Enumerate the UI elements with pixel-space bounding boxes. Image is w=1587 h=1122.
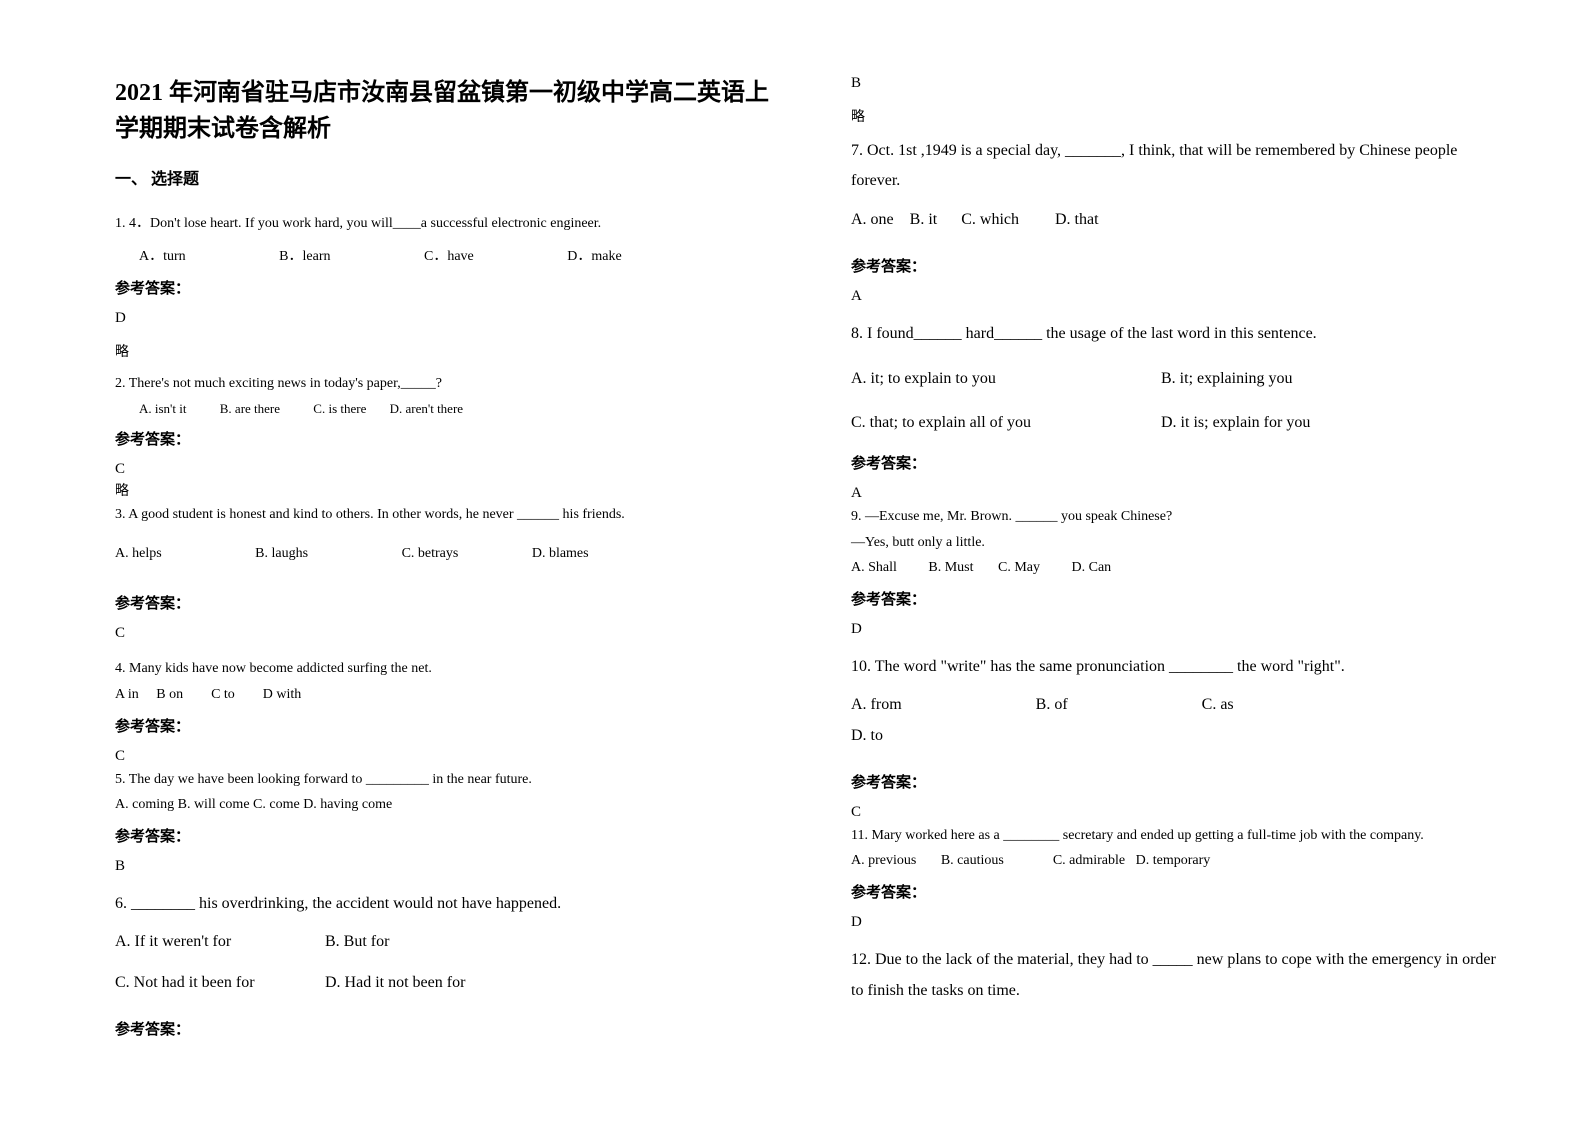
question-options: A. from B. of C. as D. to — [851, 690, 1507, 751]
question-options: A. previous B. cautious C. admirable D. … — [851, 848, 1507, 873]
option-d: D. it is; explain for you — [1161, 408, 1310, 438]
answer-label: 参考答案： — [115, 715, 771, 736]
left-column: 2021 年河南省驻马店市汝南县留盆镇第一初级中学高二英语上学期期末试卷含解析 … — [95, 75, 811, 1039]
question-9: 9. —Excuse me, Mr. Brown. ______ you spe… — [851, 504, 1507, 580]
option-a: A. isn't it — [139, 401, 187, 416]
right-column: B 略 7. Oct. 1st ,1949 is a special day, … — [811, 75, 1527, 1039]
question-7: 7. Oct. 1st ,1949 is a special day, ____… — [851, 136, 1507, 235]
question-text: 12. Due to the lack of the material, the… — [851, 945, 1507, 1006]
option-a: A. helps — [115, 541, 162, 566]
question-text: 8. I found______ hard______ the usage of… — [851, 319, 1507, 349]
exam-page: 2021 年河南省驻马店市汝南县留盆镇第一初级中学高二英语上学期期末试卷含解析 … — [0, 0, 1587, 1079]
option-a: A. from — [851, 690, 902, 720]
option-d: D. blames — [532, 541, 589, 566]
answer-note: 略 — [851, 106, 1507, 126]
option-b: B. But for — [325, 927, 389, 957]
answer-label: 参考答案： — [851, 255, 1507, 276]
question-3: 3. A good student is honest and kind to … — [115, 502, 771, 566]
exam-title: 2021 年河南省驻马店市汝南县留盆镇第一初级中学高二英语上学期期末试卷含解析 — [115, 75, 771, 147]
answer-value: C — [115, 748, 771, 765]
question-text: —Yes, butt only a little. — [851, 530, 1507, 555]
answer-value: B — [851, 75, 1507, 92]
question-options: A. If it weren't for B. But for — [115, 927, 771, 957]
answer-label: 参考答案： — [851, 771, 1507, 792]
question-text: 1. 4．Don't lose heart. If you work hard,… — [115, 211, 771, 236]
answer-label: 参考答案： — [851, 452, 1507, 473]
question-10: 10. The word "write" has the same pronun… — [851, 652, 1507, 751]
question-text: 10. The word "write" has the same pronun… — [851, 652, 1507, 682]
question-2: 2. There's not much exciting news in tod… — [115, 371, 771, 420]
question-text: 5. The day we have been looking forward … — [115, 767, 771, 792]
option-b: B. laughs — [255, 541, 308, 566]
answer-note: 略 — [115, 480, 771, 500]
answer-value: A — [851, 485, 1507, 502]
question-options: A. coming B. will come C. come D. having… — [115, 792, 771, 817]
option-d: D. to — [851, 721, 883, 751]
question-6: 6. ________ his overdrinking, the accide… — [115, 889, 771, 998]
answer-value: D — [851, 621, 1507, 638]
option-a: A. If it weren't for — [115, 927, 325, 957]
question-options: A. it; to explain to you B. it; explaini… — [851, 364, 1507, 394]
answer-value: B — [115, 858, 771, 875]
question-1: 1. 4．Don't lose heart. If you work hard,… — [115, 211, 771, 269]
option-b: B. are there — [220, 401, 280, 416]
option-c: C. is there — [313, 401, 366, 416]
answer-value: C — [851, 804, 1507, 821]
answer-label: 参考答案： — [115, 592, 771, 613]
option-a: A. it; to explain to you — [851, 364, 1161, 394]
option-b: B. it; explaining you — [1161, 364, 1293, 394]
option-c: C. that; to explain all of you — [851, 408, 1161, 438]
question-text: 7. Oct. 1st ,1949 is a special day, ____… — [851, 136, 1507, 197]
answer-value: A — [851, 288, 1507, 305]
question-options: A. one B. it C. which D. that — [851, 205, 1507, 235]
answer-value: D — [851, 914, 1507, 931]
question-options: A in B on C to D with — [115, 682, 771, 707]
question-options: A. helps B. laughs C. betrays D. blames — [115, 541, 771, 566]
option-c: C. as — [1202, 690, 1234, 720]
answer-label: 参考答案： — [851, 881, 1507, 902]
option-b: B. of — [1036, 690, 1068, 720]
answer-value: C — [115, 461, 771, 478]
option-c: C．have — [424, 244, 474, 269]
question-options: A. isn't it B. are there C. is there D. … — [115, 397, 771, 420]
question-5: 5. The day we have been looking forward … — [115, 767, 771, 817]
question-options: A. Shall B. Must C. May D. Can — [851, 555, 1507, 580]
question-text: 6. ________ his overdrinking, the accide… — [115, 889, 771, 919]
option-c: C. betrays — [402, 541, 459, 566]
option-a: A．turn — [139, 244, 186, 269]
answer-label: 参考答案： — [115, 428, 771, 449]
answer-value: C — [115, 625, 771, 642]
answer-label: 参考答案： — [115, 277, 771, 298]
question-8: 8. I found______ hard______ the usage of… — [851, 319, 1507, 438]
question-text: 2. There's not much exciting news in tod… — [115, 371, 771, 396]
question-text: 3. A good student is honest and kind to … — [115, 502, 771, 527]
question-text: 4. Many kids have now become addicted su… — [115, 656, 771, 681]
answer-label: 参考答案： — [115, 1018, 771, 1039]
answer-note: 略 — [115, 341, 771, 361]
section-heading: 一、 选择题 — [115, 165, 771, 189]
question-4: 4. Many kids have now become addicted su… — [115, 656, 771, 706]
answer-label: 参考答案： — [851, 588, 1507, 609]
question-options: C. Not had it been for D. Had it not bee… — [115, 968, 771, 998]
question-text: 9. —Excuse me, Mr. Brown. ______ you spe… — [851, 504, 1507, 529]
question-12: 12. Due to the lack of the material, the… — [851, 945, 1507, 1006]
option-b: B．learn — [279, 244, 330, 269]
answer-value: D — [115, 310, 771, 327]
question-options: C. that; to explain all of you D. it is;… — [851, 408, 1507, 438]
question-11: 11. Mary worked here as a ________ secre… — [851, 823, 1507, 873]
answer-label: 参考答案： — [115, 825, 771, 846]
option-d: D. Had it not been for — [325, 968, 465, 998]
option-d: D．make — [567, 244, 621, 269]
question-text: 11. Mary worked here as a ________ secre… — [851, 823, 1507, 848]
question-options: A．turn B．learn C．have D．make — [115, 244, 771, 269]
option-c: C. Not had it been for — [115, 968, 325, 998]
option-d: D. aren't there — [390, 401, 463, 416]
